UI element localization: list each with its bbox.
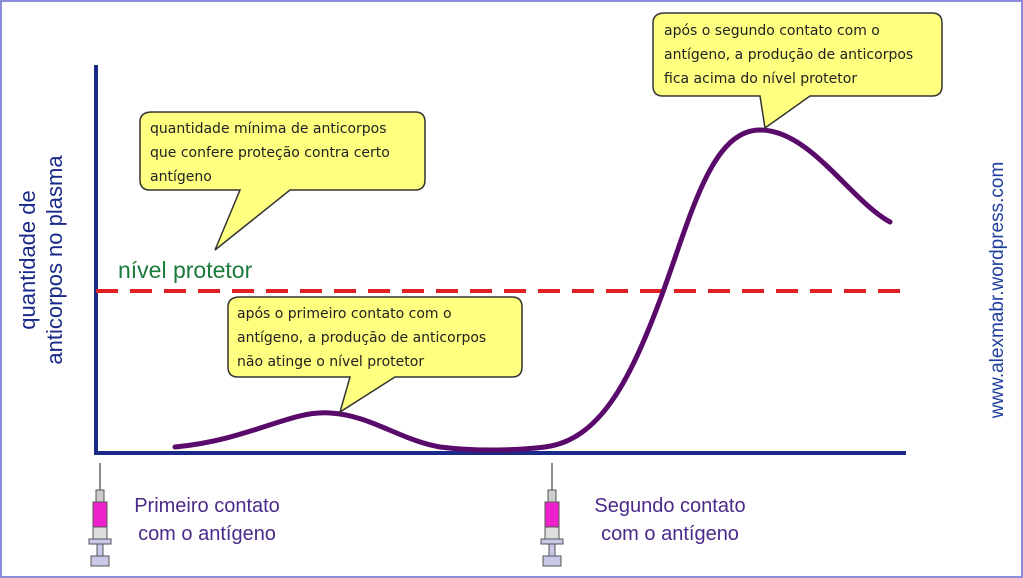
callout-bubble — [139, 111, 426, 251]
callout-text: antígeno, a produção de anticorpos — [664, 47, 913, 63]
callout-text: antígeno, a produção de anticorpos — [237, 330, 486, 346]
callout-bubble — [652, 12, 943, 130]
syringe — [540, 463, 564, 567]
callout: após o primeiro contato com o antígeno, … — [227, 296, 523, 414]
y-label-line: quantidade de — [15, 190, 40, 329]
y-axis-label: quantidade de anticorpos no plasma — [15, 155, 67, 365]
protective-label: nível protetor — [118, 257, 253, 283]
callout-text: após o segundo contato com o — [664, 23, 880, 39]
callout-text: não atinge o nível protetor — [237, 354, 424, 370]
callout: quantidade mínima de anticorpos que conf… — [139, 111, 426, 251]
event-label: com o antígeno — [601, 523, 739, 545]
event-label: com o antígeno — [138, 523, 276, 545]
y-label-line: anticorpos no plasma — [42, 155, 67, 365]
callout-text: antígeno — [150, 169, 212, 185]
event-label: Primeiro contato — [134, 495, 280, 517]
callout-bubble — [227, 296, 523, 414]
callout-text: que confere proteção contra certo — [150, 145, 390, 161]
callout: após o segundo contato com o antígeno, a… — [652, 12, 943, 130]
watermark: www.alexmabr.wordpress.com — [987, 162, 1008, 420]
callout-text: fica acima do nível protetor — [664, 71, 857, 87]
callout-text: após o primeiro contato com o — [237, 306, 452, 322]
callout-text: quantidade mínima de anticorpos — [150, 121, 387, 137]
antibody-curve — [172, 127, 893, 453]
syringe — [88, 463, 112, 567]
event-label: Segundo contato — [594, 495, 745, 517]
